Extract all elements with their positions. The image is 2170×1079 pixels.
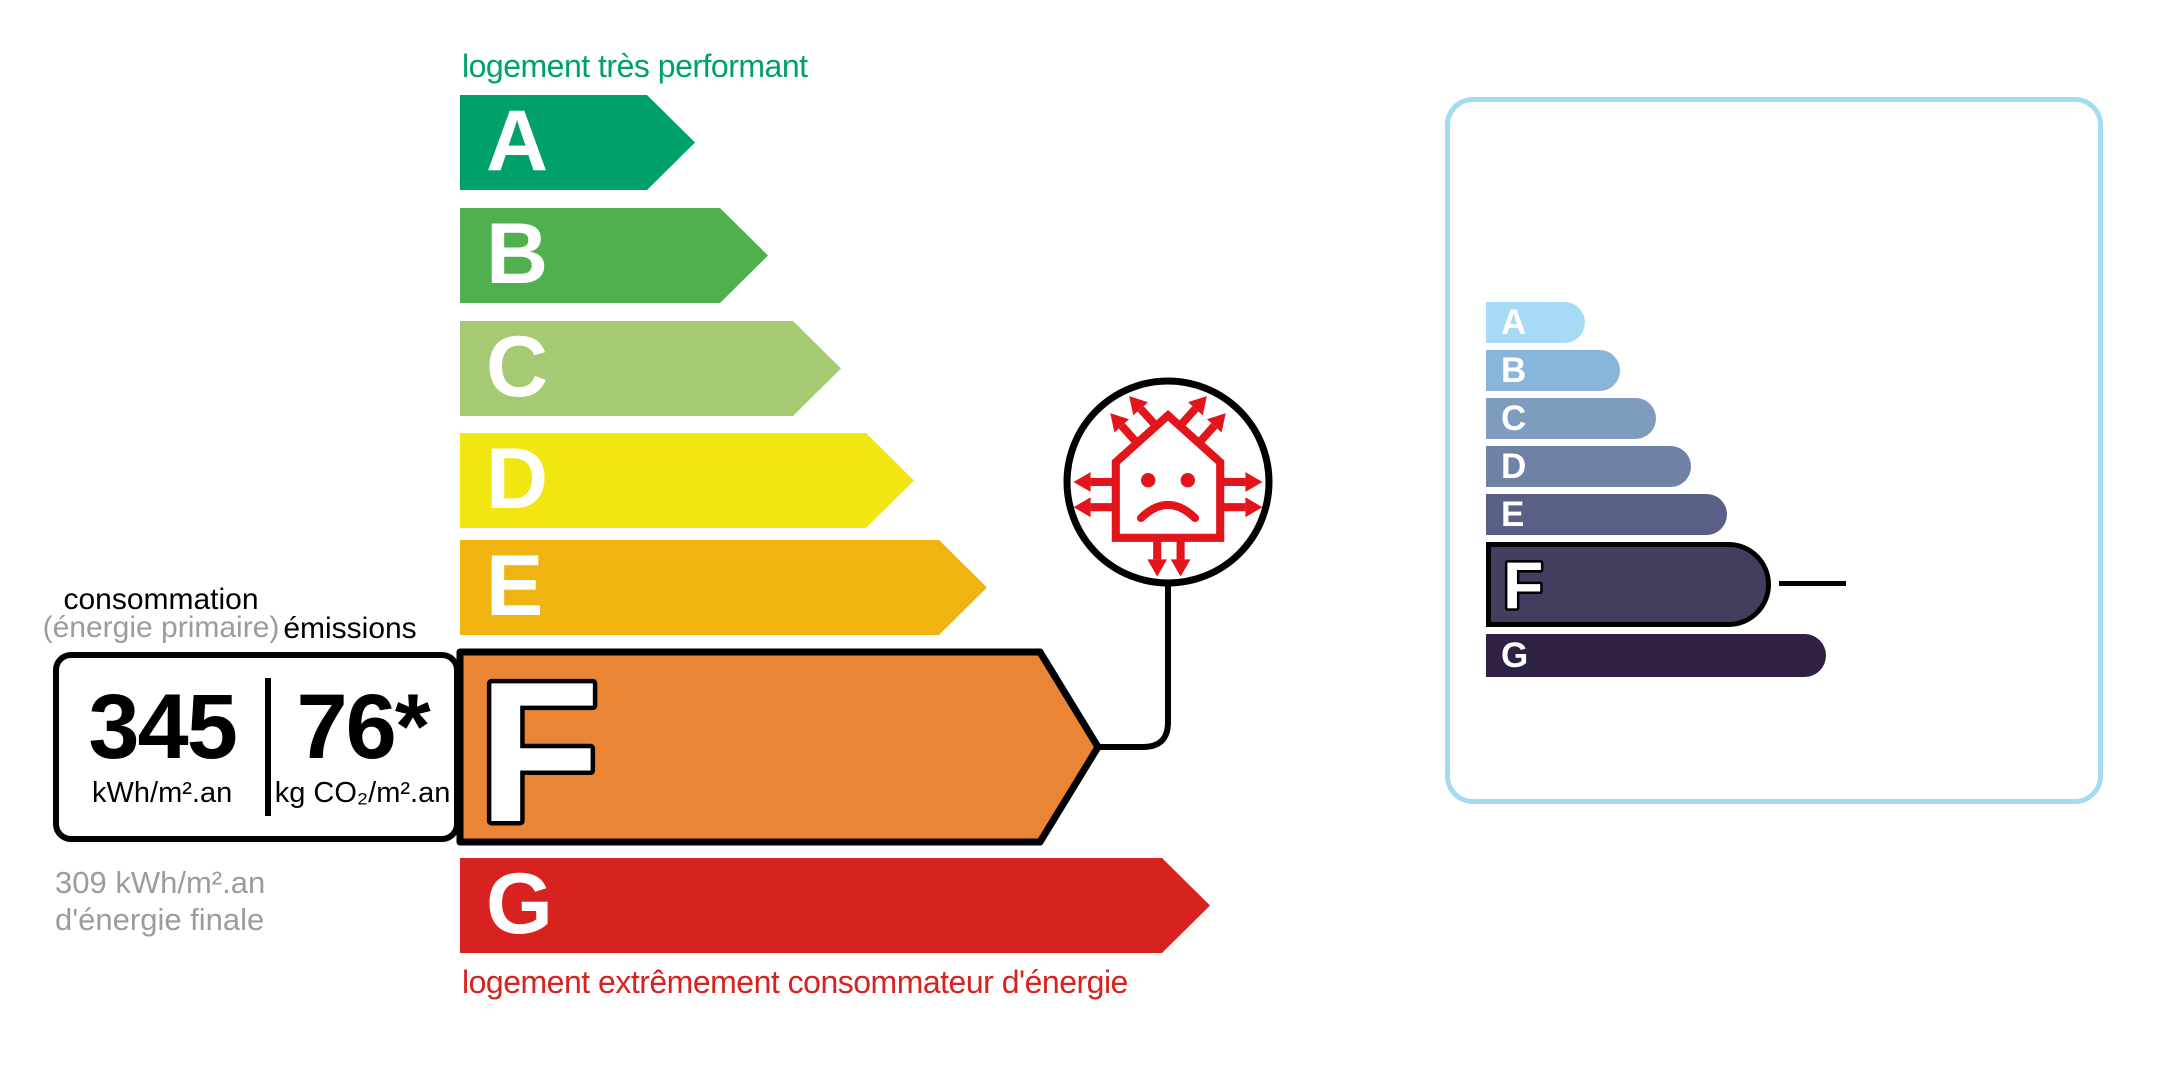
leak-arrow-roof-left-2 [1122,389,1164,432]
final-energy-line1: 309 kWh/m².an [55,865,266,900]
box-divider [265,678,272,816]
emissions-cell: 76* kg CO₂/m².an [271,658,454,836]
energy-bar-e: E [460,540,987,635]
primary-energy-unit: kWh/m².an [92,777,233,810]
leak-arrow-right-2 [1222,497,1263,517]
co2-grade-a-letter: A [1501,303,1527,342]
leak-arrow-roof-right-1 [1172,389,1214,432]
emissions-label: émissions [283,612,417,645]
energy-bar-d: D [460,433,914,528]
co2-value-callout-line [1779,581,1846,586]
final-energy-note: 309 kWh/m².an d'énergie finale [55,864,265,938]
leak-arrow-left-1 [1074,472,1115,492]
energy-scale-bottom-caption: logement extrêmement consommateur d'éner… [462,964,1128,1000]
leak-arrow-left-2 [1074,497,1115,517]
consumption-label: consommation [63,583,259,616]
leak-arrow-roof-left-1 [1103,407,1145,450]
energy-grade-a-letter: A [486,92,549,189]
co2-bar-f-current [1486,542,1771,627]
co2-grade-b-letter: B [1501,351,1527,390]
energy-bar-f-current [456,648,1102,846]
energy-bar-b: B [460,208,768,303]
emissions-value: 76* [296,675,430,778]
co2-bar-b: B [1486,350,1620,391]
energy-grade-c-letter: C [486,318,549,415]
leak-arrow-roof-right-2 [1191,407,1233,450]
house-frown [1136,501,1200,523]
co2-bar-c: C [1486,398,1656,439]
energy-bar-c: C [460,321,841,416]
leak-arrow-down-1 [1147,536,1167,577]
energy-grade-g-letter: G [486,855,553,952]
co2-grade-e-letter: E [1501,495,1525,534]
co2-grade-g-letter: G [1501,636,1529,675]
sad-house-icon [1074,389,1263,576]
primary-energy-label: (énergie primaire) [42,611,280,644]
house-outline [1111,409,1225,542]
co2-bar-e: E [1486,494,1727,535]
co2-bar-d: D [1486,446,1691,487]
leak-arrow-right-1 [1222,472,1263,492]
energy-bar-a: A [460,95,695,190]
final-energy-line2: d'énergie finale [55,902,265,937]
energy-grade-e-letter: E [486,537,544,634]
emissions-unit: kg CO₂/m².an [274,777,451,810]
primary-energy-cell: 345 kWh/m².an [59,658,265,836]
primary-energy-value: 345 [88,675,237,778]
energy-grade-b-letter: B [486,205,549,302]
house-eye-right [1180,473,1195,488]
sad-house-badge-ring [1063,377,1273,587]
consumption-value-box: 345 kWh/m².an 76* kg CO₂/m².an [53,652,460,842]
badge-connector-line [1100,584,1171,750]
co2-bar-g: G [1486,634,1826,677]
energy-bar-g: G [460,858,1210,953]
co2-grade-d-letter: D [1501,447,1527,486]
leak-arrow-down-2 [1171,536,1191,577]
co2-bar-a: A [1486,302,1585,343]
co2-grade-c-letter: C [1501,399,1527,438]
house-eye-left [1141,473,1156,488]
energy-scale-top-caption: logement très performant [462,48,808,84]
energy-grade-d-letter: D [486,430,549,527]
energy-grade-f-letter: F [478,641,600,864]
